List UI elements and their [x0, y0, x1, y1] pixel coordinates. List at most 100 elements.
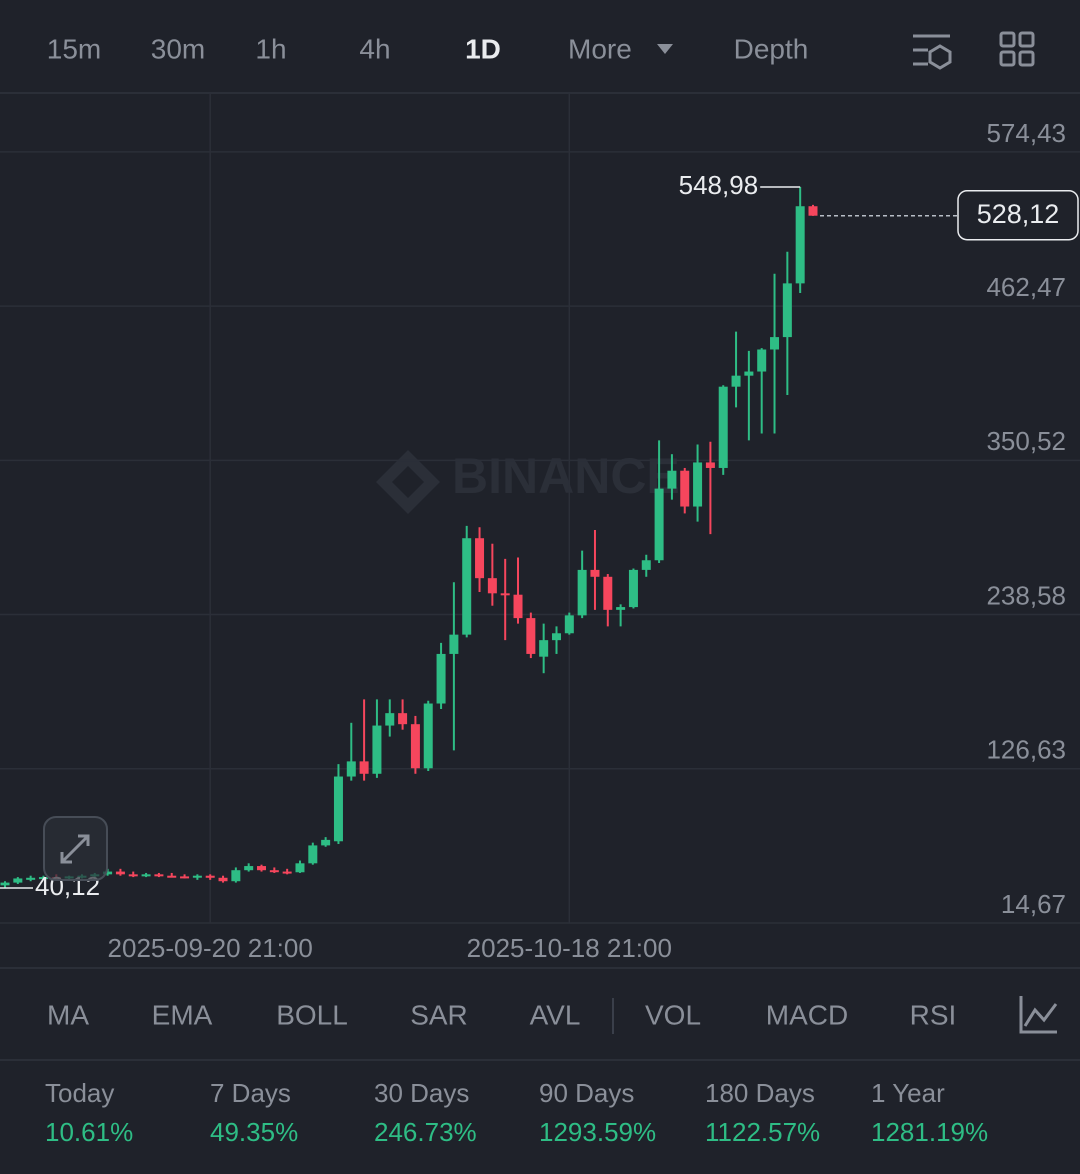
candle-body: [693, 462, 703, 507]
dropdown-arrow: [657, 44, 673, 54]
stat-label: 30 Days: [374, 1078, 469, 1108]
candle-body: [667, 470, 677, 489]
timeframe-tab[interactable]: 4h: [359, 33, 390, 64]
timeframe-tab[interactable]: More: [568, 33, 632, 64]
y-tick-label: 14,67: [1001, 889, 1066, 919]
indicator-tab[interactable]: VOL: [645, 999, 701, 1030]
candle-body: [616, 607, 626, 610]
stat-value: 246.73%: [374, 1117, 477, 1147]
timeframe-tab[interactable]: 1D: [465, 33, 501, 64]
candle-body: [167, 875, 177, 878]
candle-body: [282, 871, 292, 874]
y-tick-label: 238,58: [986, 580, 1066, 610]
stat-value: 1122.57%: [705, 1117, 820, 1147]
candle-body: [436, 653, 446, 704]
candle-body: [808, 206, 818, 216]
indicator-icon[interactable]: [1019, 996, 1058, 1034]
candle-body: [603, 576, 613, 610]
candle-body: [128, 874, 138, 877]
candle-body: [154, 874, 164, 877]
stat-label: 180 Days: [705, 1078, 815, 1108]
candle-body: [577, 569, 587, 616]
candle-body: [475, 538, 485, 579]
indicator-tab[interactable]: MACD: [766, 999, 848, 1030]
candle-body: [654, 488, 664, 561]
candle-body: [462, 538, 472, 635]
last-price-label: 528,12: [977, 199, 1060, 229]
candle-body: [26, 877, 36, 880]
candle-body: [257, 866, 267, 871]
ui: 15m 30m 1h 4h 1D More Depth 14,67 126,63 238,58 35…: [0, 33, 1079, 1147]
candle-body: [680, 470, 690, 507]
candle-body: [564, 615, 574, 634]
candle-body: [731, 375, 741, 387]
candle-body: [372, 725, 382, 774]
candle-body: [141, 874, 151, 877]
layout-icon[interactable]: [999, 31, 1035, 67]
y-tick-label: 574,43: [986, 118, 1066, 148]
y-tick-label: 462,47: [986, 272, 1066, 302]
candle-body: [218, 877, 228, 882]
candle-body: [38, 877, 48, 880]
candle-body: [308, 845, 318, 864]
candle-body: [321, 839, 331, 846]
candle-body: [295, 863, 305, 873]
candle-body: [410, 724, 420, 769]
stat-label: Today: [45, 1078, 114, 1108]
watermark-text: BINANCE: [452, 448, 680, 504]
expand-button[interactable]: [43, 816, 108, 881]
indicator-tab[interactable]: RSI: [910, 999, 957, 1030]
candle-body: [0, 882, 10, 886]
candle-body: [744, 371, 754, 376]
stat-value: 49.35%: [210, 1117, 298, 1147]
x-tick-label: 2025-09-20 21:00: [108, 933, 313, 963]
candle-body: [192, 875, 202, 878]
candle-body: [359, 761, 369, 774]
candle-body: [180, 876, 190, 879]
y-tick-label: 350,52: [986, 426, 1066, 456]
indicator-tab[interactable]: EMA: [152, 999, 213, 1030]
candle-body: [398, 713, 408, 725]
high-label: 548,98: [679, 170, 759, 200]
candle-body: [539, 640, 549, 657]
indicator-tab[interactable]: AVL: [530, 999, 581, 1030]
candle-body: [487, 578, 497, 594]
indicator-tab[interactable]: MA: [47, 999, 89, 1030]
timeframe-tab[interactable]: 30m: [151, 33, 205, 64]
candle-body: [782, 283, 792, 338]
last-price-box: [957, 189, 1079, 241]
candle-body: [628, 569, 638, 608]
stat-value: 10.61%: [45, 1117, 133, 1147]
timeframe-tab[interactable]: Depth: [734, 33, 809, 64]
stat-label: 1 Year: [871, 1078, 945, 1108]
candle-body: [641, 560, 651, 570]
candle-body: [346, 761, 356, 777]
candle-body: [718, 386, 728, 468]
candle-body: [590, 569, 600, 577]
candle-body: [449, 634, 459, 654]
candle-body: [115, 871, 125, 875]
candle-body: [13, 878, 23, 883]
stat-value: 1281.19%: [871, 1117, 988, 1147]
candle-body: [770, 337, 780, 350]
candle-body: [423, 703, 433, 769]
indicator-tab[interactable]: SAR: [410, 999, 468, 1030]
indicator-tab[interactable]: BOLL: [276, 999, 348, 1030]
timeframe-tab[interactable]: 1h: [255, 33, 286, 64]
stat-label: 7 Days: [210, 1078, 291, 1108]
candle-body: [333, 776, 343, 842]
candle-body: [500, 593, 510, 596]
candle-body: [385, 713, 395, 726]
candle-body: [231, 870, 241, 882]
candle-body: [244, 866, 254, 871]
candle-body: [757, 349, 767, 372]
candle-body: [526, 618, 536, 654]
settings-icon[interactable]: [913, 34, 952, 70]
stat-label: 90 Days: [539, 1078, 634, 1108]
plot: [0, 93, 1080, 924]
y-tick-label: 126,63: [986, 735, 1066, 765]
timeframe-tab[interactable]: 15m: [47, 33, 101, 64]
